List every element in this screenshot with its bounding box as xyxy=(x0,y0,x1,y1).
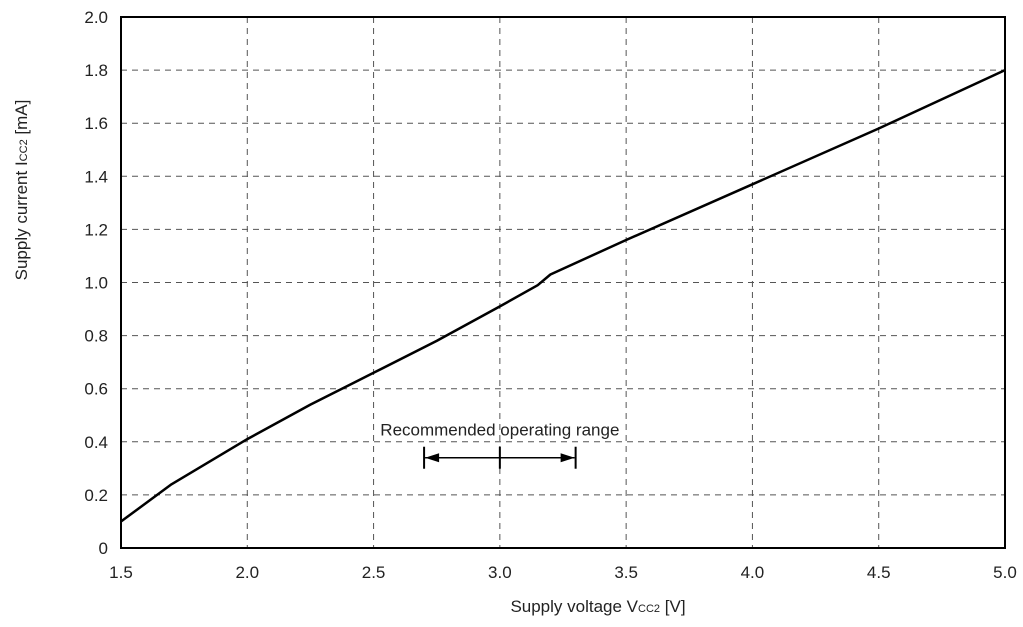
y-tick-label: 0 xyxy=(99,539,108,558)
y-axis-title-unit: [mA] xyxy=(12,100,31,140)
x-tick-label: 4.0 xyxy=(741,563,765,582)
x-tick-labels: 1.5 2.0 2.5 3.0 3.5 4.0 4.5 5.0 xyxy=(109,563,1017,582)
x-axis-title-main: Supply voltage V xyxy=(510,597,638,616)
x-tick-label: 3.5 xyxy=(614,563,638,582)
x-tick-label: 3.0 xyxy=(488,563,512,582)
y-tick-label: 1.2 xyxy=(84,220,108,239)
y-axis-title: Supply current ICC2 [mA] xyxy=(12,100,31,281)
range-arrow-left xyxy=(425,453,440,463)
x-axis-title-subscript: CC2 xyxy=(638,603,660,615)
y-axis-title-main: Supply current I xyxy=(12,161,31,280)
x-tick-label: 2.5 xyxy=(362,563,386,582)
y-tick-label: 0.8 xyxy=(84,327,108,346)
x-tick-label: 2.0 xyxy=(235,563,259,582)
annotation-layer: Recommended operating range xyxy=(380,421,619,469)
y-tick-label: 0.2 xyxy=(84,486,108,505)
x-axis-title: Supply voltage VCC2 [V] xyxy=(510,597,685,616)
y-tick-label: 1.8 xyxy=(84,61,108,80)
x-tick-label: 1.5 xyxy=(109,563,133,582)
y-axis-title-subscript: CC2 xyxy=(18,139,30,161)
x-tick-label: 4.5 xyxy=(867,563,891,582)
annotation-label: Recommended operating range xyxy=(380,421,619,440)
x-axis-title-unit: [V] xyxy=(660,597,686,616)
plot-frame xyxy=(120,16,1006,549)
y-tick-label: 0.6 xyxy=(84,380,108,399)
y-tick-label: 1.0 xyxy=(84,274,108,293)
y-tick-label: 2.0 xyxy=(84,8,108,27)
x-tick-label: 5.0 xyxy=(993,563,1017,582)
range-arrow-right xyxy=(560,453,575,463)
series-layer xyxy=(120,68,1006,523)
y-tick-label: 0.4 xyxy=(84,433,108,452)
y-tick-label: 1.4 xyxy=(84,167,108,186)
y-tick-labels: 0 0.2 0.4 0.6 0.8 1.0 1.2 1.4 1.6 1.8 2.0 xyxy=(84,8,108,558)
series-line xyxy=(120,68,1006,523)
grid-lines xyxy=(121,17,1005,548)
y-tick-label: 1.6 xyxy=(84,114,108,133)
